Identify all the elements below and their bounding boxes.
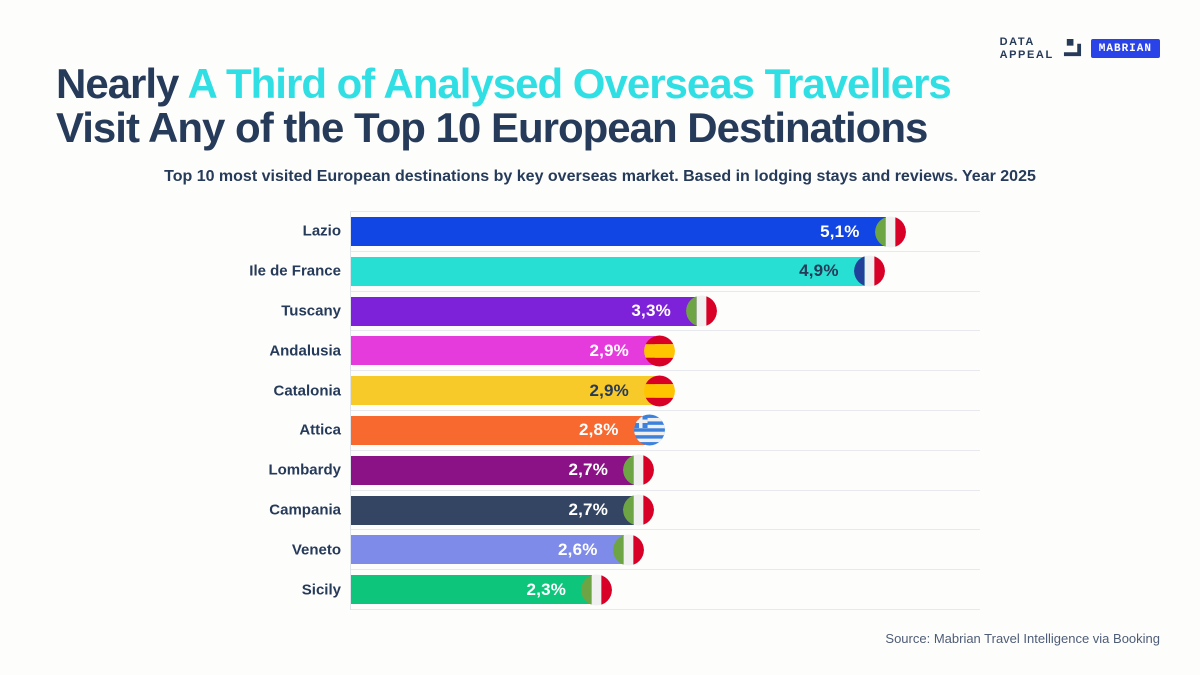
title-line1-navy: Nearly — [56, 60, 179, 107]
value-label: 2,8% — [578, 420, 619, 440]
title-line1-cyan: A Third of Analysed Overseas Travellers — [187, 60, 952, 107]
value-label: 2,9% — [589, 340, 630, 360]
bar-ile-de-france: 4,9% — [351, 255, 885, 287]
data-appeal-wordmark: DATA APPEAL — [1000, 36, 1054, 62]
category-label: Catalonia — [273, 382, 341, 400]
bar-catalonia: 2,9% — [351, 375, 676, 407]
chart-row: Ile de France 4,9% — [249, 252, 980, 292]
bar-veneto: 2,6% — [351, 534, 644, 566]
category-label: Attica — [299, 421, 341, 439]
value-label: 5,1% — [820, 221, 860, 241]
source-note: Source: Mabrian Travel Intelligence via … — [885, 631, 1160, 646]
category-label: Tuscany — [281, 302, 341, 320]
bar-tuscany: 3,3% — [351, 295, 717, 327]
italy-flag-icon — [623, 454, 655, 486]
bar-chart: Lazio 5,1% Ile de France 4,9% Tuscany 3,3% And… — [249, 211, 980, 610]
category-label: Andalusia — [269, 342, 341, 360]
category-label: Ile de France — [249, 262, 341, 280]
chart-row: Catalonia 2,9% — [273, 371, 980, 411]
chart-row: Lombardy 2,7% — [268, 451, 980, 491]
category-label: Lombardy — [268, 461, 341, 479]
value-label: 2,6% — [558, 539, 598, 559]
italy-flag-icon — [623, 494, 655, 526]
bar-andalusia: 2,9% — [351, 335, 676, 367]
value-label: 2,7% — [568, 500, 609, 520]
bar-sicily: 2,3% — [351, 574, 613, 606]
greece-flag-icon — [633, 414, 665, 446]
bar-campania: 2,7% — [351, 494, 655, 526]
chart-row: Sicily 2,3% — [302, 570, 980, 610]
logo-word-data: DATA — [999, 36, 1035, 48]
chart-row: Campania 2,7% — [269, 491, 980, 531]
title-line2: Visit Any of the Top 10 European Destina… — [56, 104, 928, 152]
chart-row: Andalusia 2,9% — [269, 331, 980, 372]
bar-attica: 2,8% — [351, 414, 665, 446]
italy-flag-icon — [612, 534, 644, 566]
chart-row: Veneto 2,6% — [292, 530, 980, 571]
chart-row: Lazio 5,1% — [303, 212, 980, 252]
mabrian-badge: MABRIAN — [1090, 39, 1160, 59]
value-label: 4,9% — [799, 261, 839, 281]
category-label: Lazio — [302, 222, 341, 240]
chart-subtitle: Top 10 most visited European destination… — [164, 168, 1036, 185]
value-label: 2,7% — [568, 460, 609, 480]
page-title: Nearly A Third of Analysed Overseas Trav… — [56, 60, 952, 152]
spain-flag-icon — [644, 335, 676, 367]
italy-flag-icon — [685, 295, 717, 327]
value-label: 2,9% — [589, 380, 630, 400]
chart-row: Attica 2,8% — [299, 411, 980, 451]
data-appeal-logo: DATA APPEAL MABRIAN — [1000, 36, 1160, 62]
chart-row: Tuscany 3,3% — [281, 292, 980, 332]
france-flag-icon — [853, 255, 885, 287]
logo-word-appeal: APPEAL — [999, 48, 1054, 61]
category-label: Campania — [269, 501, 341, 519]
bar-lombardy: 2,7% — [351, 454, 655, 486]
category-label: Sicily — [301, 581, 341, 599]
data-appeal-logo-mark-icon — [1063, 39, 1081, 57]
italy-flag-icon — [581, 574, 613, 606]
category-label: Veneto — [291, 541, 341, 559]
bar-lazio: 5,1% — [351, 216, 906, 247]
italy-flag-icon — [874, 216, 906, 247]
spain-flag-icon — [644, 375, 676, 407]
value-label: 2,3% — [526, 579, 567, 599]
value-label: 3,3% — [631, 301, 671, 321]
